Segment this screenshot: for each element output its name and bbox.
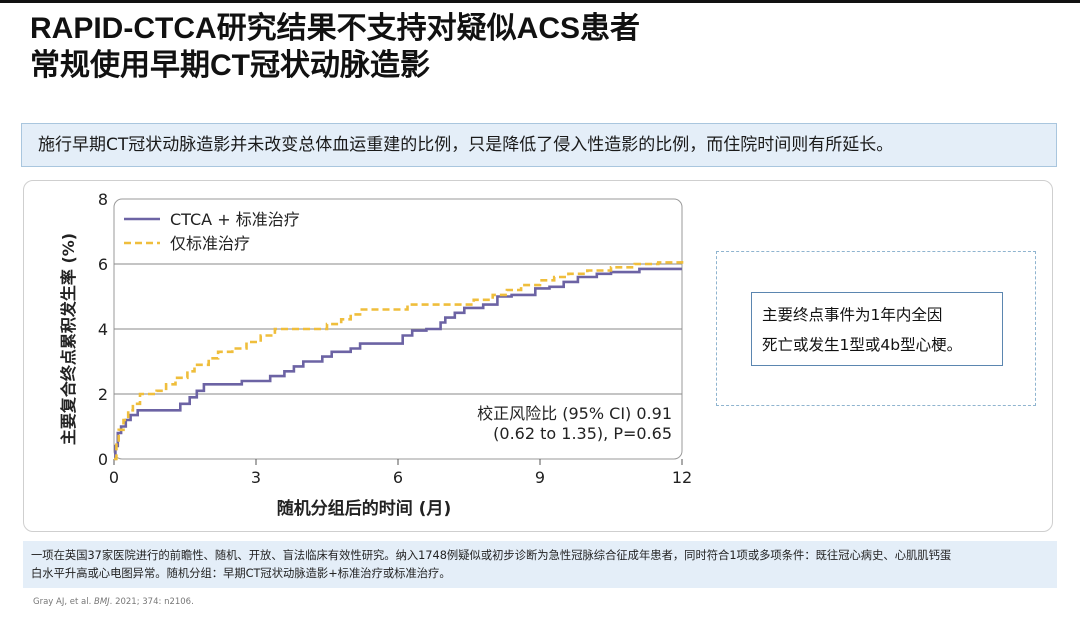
citation: Gray AJ, et al. BMJ. 2021; 374: n2106.: [33, 597, 194, 607]
footnote-line-2: 白水平升高或心电图异常。随机分组：早期CT冠状动脉造影+标准治疗或标准治疗。: [31, 567, 451, 580]
x-axis-label: 随机分组后的时间 (月): [277, 498, 451, 519]
km-chart: 0 2 4 6 8 0 3 6 9 12 主要复合终点累积发生率 (%) 随机分组后的时间 (月) CT…: [59, 190, 692, 519]
footnote-line-1: 一项在英国37家医院进行的前瞻性、随机、开放、盲法临床有效性研究。纳入1748例…: [31, 549, 952, 562]
endpoint-line-1: 主要终点事件为1年内全因: [762, 306, 943, 324]
summary-banner: 施行早期CT冠状动脉造影并未改变总体血运重建的比例，只是降低了侵入性造影的比例，…: [21, 123, 1057, 167]
endpoint-text-box: 主要终点事件为1年内全因 死亡或发生1型或4b型心梗。: [751, 292, 1003, 366]
annotation-line-1: 校正风险比 (95% CI) 0.91: [477, 404, 672, 423]
top-rule: [0, 0, 1080, 3]
annotation-line-2: (0.62 to 1.35), P=0.65: [493, 424, 672, 443]
citation-ref: . 2021; 374: n2106.: [109, 597, 194, 607]
y-tick-label-8: 8: [98, 190, 108, 209]
x-tick-label-12: 12: [672, 468, 692, 487]
x-tick-label-0: 0: [109, 468, 119, 487]
endpoint-callout: 主要终点事件为1年内全因 死亡或发生1型或4b型心梗。: [716, 251, 1036, 406]
y-axis-label: 主要复合终点累积发生率 (%): [59, 233, 78, 445]
x-tick-label-3: 3: [251, 468, 261, 487]
x-tick-label-6: 6: [393, 468, 403, 487]
legend-label-0: CTCA + 标准治疗: [170, 210, 300, 229]
title-line-1: RAPID-CTCA研究结果不支持对疑似ACS患者: [30, 12, 640, 45]
citation-journal: BMJ: [94, 597, 110, 607]
x-tick-label-9: 9: [535, 468, 545, 487]
y-tick-label-6: 6: [98, 255, 108, 274]
y-tick-label-2: 2: [98, 385, 108, 404]
series-line-1: [114, 260, 684, 461]
y-tick-label-4: 4: [98, 320, 108, 339]
endpoint-line-2: 死亡或发生1型或4b型心梗。: [762, 336, 963, 354]
study-footnote: 一项在英国37家医院进行的前瞻性、随机、开放、盲法临床有效性研究。纳入1748例…: [23, 541, 1057, 588]
series-line-0: [114, 267, 682, 461]
title-line-2: 常规使用早期CT冠状动脉造影: [30, 49, 430, 82]
legend-label-1: 仅标准治疗: [170, 234, 250, 253]
page-title: RAPID-CTCA研究结果不支持对疑似ACS患者 常规使用早期CT冠状动脉造影: [30, 10, 930, 84]
citation-authors: Gray AJ, et al.: [33, 597, 94, 607]
y-tick-label-0: 0: [98, 450, 108, 469]
